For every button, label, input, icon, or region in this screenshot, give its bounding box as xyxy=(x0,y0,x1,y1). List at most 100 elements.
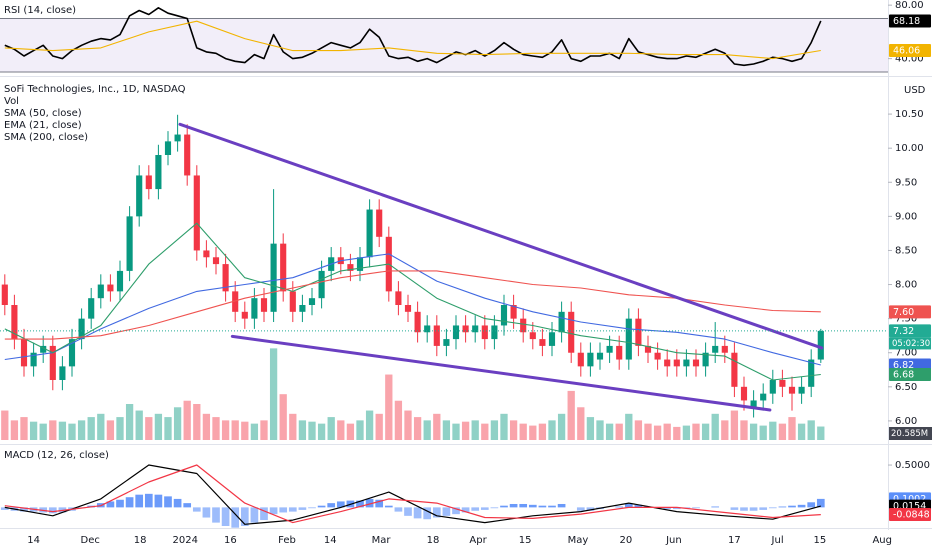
volume-last-label: 20.585M xyxy=(891,429,928,439)
volume-bar xyxy=(769,421,777,440)
rsi-title: RSI (14, close) xyxy=(4,5,76,16)
histogram-bar xyxy=(202,507,211,518)
histogram-bar xyxy=(231,507,240,528)
histogram-bar xyxy=(365,498,374,508)
histogram-bar xyxy=(413,507,422,519)
histogram-bar xyxy=(509,503,518,508)
volume-bar xyxy=(221,420,230,440)
candle-body xyxy=(452,325,460,340)
volume-bar xyxy=(625,413,633,440)
histogram-bar xyxy=(260,507,268,521)
candle-body xyxy=(587,352,594,367)
volume-bar xyxy=(788,417,796,440)
histogram-bar xyxy=(480,507,489,510)
candle-body xyxy=(20,339,28,367)
candle-body xyxy=(616,345,623,360)
volume-bar xyxy=(298,420,307,440)
candle-body xyxy=(625,318,632,360)
x-tick-label: May xyxy=(568,535,589,546)
volume-bar xyxy=(385,374,393,440)
candle-body xyxy=(558,311,565,333)
volume-last-box xyxy=(889,427,932,440)
histogram-bar xyxy=(192,507,201,512)
last-value-box xyxy=(889,44,931,58)
x-tick-label: Dec xyxy=(81,535,100,546)
candle-body xyxy=(203,250,210,258)
candle-body xyxy=(414,311,421,333)
indicator-line xyxy=(4,464,821,524)
y-tick-label: 0.5000 xyxy=(895,460,930,471)
volume-bar xyxy=(471,420,479,440)
last-value-box xyxy=(889,14,931,28)
volume-bar xyxy=(125,404,134,440)
volume-bar xyxy=(106,420,115,440)
x-tick-label: Feb xyxy=(278,535,296,546)
candle-body xyxy=(779,380,786,387)
volume-bar xyxy=(260,420,268,440)
volume-bar xyxy=(346,423,355,440)
histogram-bar xyxy=(173,498,182,508)
volume-bar xyxy=(519,423,527,440)
y-tick-label: 6.50 xyxy=(895,382,917,393)
candle-body xyxy=(347,264,354,271)
indicator-line xyxy=(4,464,821,525)
volume-bar xyxy=(10,420,19,440)
candle-body xyxy=(817,330,824,360)
candle-body xyxy=(481,325,488,340)
candle-body xyxy=(606,345,613,353)
volume-bar xyxy=(404,410,412,440)
candle-body xyxy=(1,284,8,305)
histogram-bar xyxy=(154,494,163,508)
histogram-bar xyxy=(740,507,748,511)
volume-bar xyxy=(548,420,556,440)
histogram-bar xyxy=(788,505,796,508)
volume-bar xyxy=(644,423,652,440)
y-tick-label: 9.50 xyxy=(895,177,917,188)
candle-body xyxy=(510,305,517,319)
histogram-bar xyxy=(663,507,672,510)
volume-bar xyxy=(394,400,403,440)
candle-body xyxy=(654,352,661,360)
last-value-box xyxy=(889,305,931,319)
candle-body xyxy=(520,318,527,333)
x-tick-label: Aug xyxy=(872,535,892,546)
candle-body xyxy=(270,243,277,312)
candle-body xyxy=(241,311,248,319)
histogram-bar xyxy=(461,507,470,513)
histogram-bar xyxy=(144,493,153,508)
candle-body xyxy=(11,305,18,340)
last-value-label: 6.82 xyxy=(893,360,914,371)
volume-bar xyxy=(778,423,787,440)
volume-bar xyxy=(164,417,172,440)
volume-bar xyxy=(461,421,470,440)
volume-bar xyxy=(317,423,326,440)
histogram-bar xyxy=(768,507,777,509)
volume-bar xyxy=(97,413,105,440)
volume-bar xyxy=(538,423,547,440)
volume-bar xyxy=(807,420,815,440)
histogram-bar xyxy=(48,507,57,514)
histogram-bar xyxy=(423,507,432,520)
candle-body xyxy=(232,291,239,312)
countdown: 05:02:30 xyxy=(892,339,930,349)
volume-bar xyxy=(817,426,825,440)
histogram-bar xyxy=(576,507,585,511)
volume-bar xyxy=(423,420,431,440)
candle-body xyxy=(462,325,469,333)
candle-body xyxy=(107,284,114,292)
histogram-bar xyxy=(624,503,633,508)
candle-body xyxy=(568,311,575,353)
volume-bar xyxy=(193,404,201,440)
x-tick-label: Jun xyxy=(665,535,682,546)
last-value-box xyxy=(889,508,931,522)
candle-body xyxy=(769,380,776,394)
histogram-bar xyxy=(20,507,28,512)
histogram-bar xyxy=(528,504,537,508)
volume-bar xyxy=(586,417,595,440)
rsi-band xyxy=(0,18,888,72)
candle-body xyxy=(683,359,690,367)
histogram-bar xyxy=(672,507,681,510)
histogram-bar xyxy=(586,507,595,511)
histogram-bar xyxy=(692,507,700,509)
candle-body xyxy=(88,298,95,319)
